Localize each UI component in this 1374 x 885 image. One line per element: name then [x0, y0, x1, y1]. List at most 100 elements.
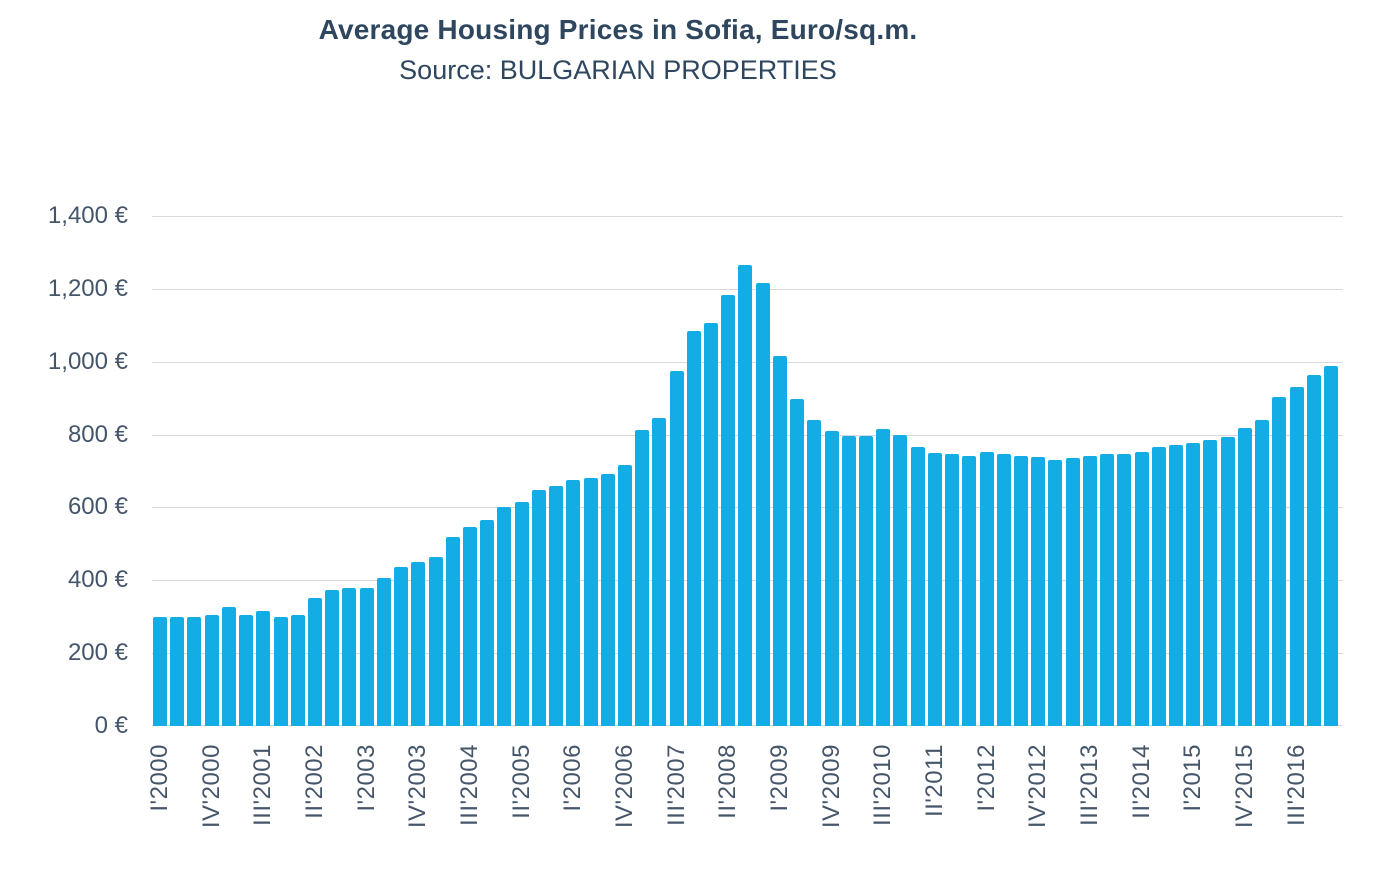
bar-III'2000	[187, 617, 201, 726]
bar-IV'2000	[205, 615, 219, 726]
bar-I'2011	[911, 447, 925, 726]
x-tick-label-IV'2000: IV'2000	[198, 744, 225, 829]
bar-III'2004	[463, 527, 477, 726]
x-tick-label-I'2003: I'2003	[353, 744, 380, 812]
bar-II'2012	[997, 454, 1011, 726]
bar-IV'2011	[962, 456, 976, 726]
bar-I'2000	[153, 617, 167, 726]
bar-IV'2005	[549, 486, 563, 726]
y-tick-label: 400 €	[67, 566, 128, 593]
bar-II'2007	[652, 418, 666, 726]
bar-II'2005	[515, 502, 529, 726]
bar-I'2004	[429, 557, 443, 726]
x-tick-label-I'2009: I'2009	[766, 744, 793, 812]
x-tick-label-III'2013: III'2013	[1076, 744, 1103, 826]
bar-I'2010	[842, 436, 856, 726]
x-tick-label-III'2001: III'2001	[249, 744, 276, 826]
x-tick-label-I'2006: I'2006	[559, 744, 586, 812]
y-tick-label: 200 €	[67, 639, 128, 666]
y-tick-label: 800 €	[67, 421, 128, 448]
bar-II'2010	[859, 436, 873, 726]
bar-IV'2004	[480, 520, 494, 726]
bar-I'2012	[980, 452, 994, 726]
y-tick-label: 600 €	[67, 493, 128, 520]
bar-IV'2002	[342, 588, 356, 726]
y-tick-label: 1,200 €	[47, 275, 128, 302]
bar-IV'2010	[893, 435, 907, 726]
x-tick-label-IV'2003: IV'2003	[404, 744, 431, 829]
bar-I'2009	[773, 356, 787, 726]
y-tick-label: 1,400 €	[47, 202, 128, 229]
x-tick-label-II'2002: II'2002	[301, 744, 328, 819]
bar-III'2006	[601, 474, 615, 726]
bar-II'2011	[928, 453, 942, 726]
chart-header: Average Housing Prices in Sofia, Euro/sq…	[0, 14, 1236, 86]
bar-II'2009	[790, 399, 804, 726]
y-tick-label: 0 €	[94, 712, 128, 739]
bar-I'2017	[1324, 366, 1338, 726]
bar-IV'2009	[825, 431, 839, 726]
bar-IV'2016	[1307, 375, 1321, 726]
bar-II'2003	[377, 578, 391, 726]
bar-I'2007	[635, 430, 649, 726]
bar-II'2015	[1203, 440, 1217, 726]
bar-II'2006	[584, 478, 598, 726]
x-tick-label-III'2010: III'2010	[869, 744, 896, 826]
bar-I'2008	[704, 323, 718, 726]
bar-III'2002	[325, 590, 339, 726]
bar-III'2007	[670, 371, 684, 726]
x-tick-label-II'2008: II'2008	[714, 744, 741, 819]
x-tick-label-IV'2006: IV'2006	[611, 744, 638, 829]
bar-IV'2006	[618, 465, 632, 726]
bar-IV'2008	[756, 283, 770, 726]
bar-I'2005	[497, 507, 511, 726]
bar-I'2014	[1117, 454, 1131, 726]
chart-title: Average Housing Prices in Sofia, Euro/sq…	[318, 14, 918, 45]
bar-I'2013	[1048, 460, 1062, 726]
bar-IV'2015	[1238, 428, 1252, 726]
bar-III'2008	[738, 265, 752, 726]
x-tick-label-IV'2009: IV'2009	[818, 744, 845, 829]
bar-I'2001	[222, 607, 236, 726]
bar-II'2016	[1272, 397, 1286, 726]
bar-IV'2003	[411, 562, 425, 726]
bar-IV'2012	[1031, 457, 1045, 726]
bar-II'2004	[446, 537, 460, 726]
plot-area	[152, 216, 1343, 726]
bar-III'2016	[1290, 387, 1304, 726]
bar-II'2008	[721, 295, 735, 726]
y-tick-label: 1,000 €	[47, 348, 128, 375]
chart-subtitle: Source: BULGARIAN PROPERTIES	[399, 55, 837, 85]
bar-III'2014	[1152, 447, 1166, 726]
bar-III'2012	[1014, 456, 1028, 726]
bar-IV'2013	[1100, 454, 1114, 726]
bar-III'2015	[1221, 437, 1235, 726]
x-tick-label-I'2015: I'2015	[1179, 744, 1206, 812]
bar-I'2003	[360, 588, 374, 726]
bar-I'2016	[1255, 420, 1269, 726]
gridline-1400	[152, 216, 1343, 217]
bar-II'2013	[1066, 458, 1080, 726]
bar-II'2000	[170, 617, 184, 726]
bar-I'2006	[566, 480, 580, 726]
x-tick-label-II'2005: II'2005	[508, 744, 535, 819]
bar-IV'2014	[1169, 445, 1183, 726]
bar-II'2002	[308, 598, 322, 726]
x-tick-label-III'2016: III'2016	[1283, 744, 1310, 826]
bar-III'2001	[256, 611, 270, 726]
x-tick-label-III'2007: III'2007	[663, 744, 690, 826]
x-tick-label-IV'2015: IV'2015	[1231, 744, 1258, 829]
bar-III'2009	[807, 420, 821, 726]
bar-II'2001	[239, 615, 253, 726]
bar-II'2014	[1135, 452, 1149, 726]
bar-III'2003	[394, 567, 408, 726]
bar-I'2002	[291, 615, 305, 726]
bar-IV'2007	[687, 331, 701, 726]
bar-III'2013	[1083, 456, 1097, 726]
x-tick-label-I'2012: I'2012	[973, 744, 1000, 812]
x-tick-label-I'2000: I'2000	[146, 744, 173, 812]
bar-III'2010	[876, 429, 890, 726]
x-tick-label-II'2011: II'2011	[921, 744, 948, 818]
bar-IV'2001	[274, 617, 288, 726]
